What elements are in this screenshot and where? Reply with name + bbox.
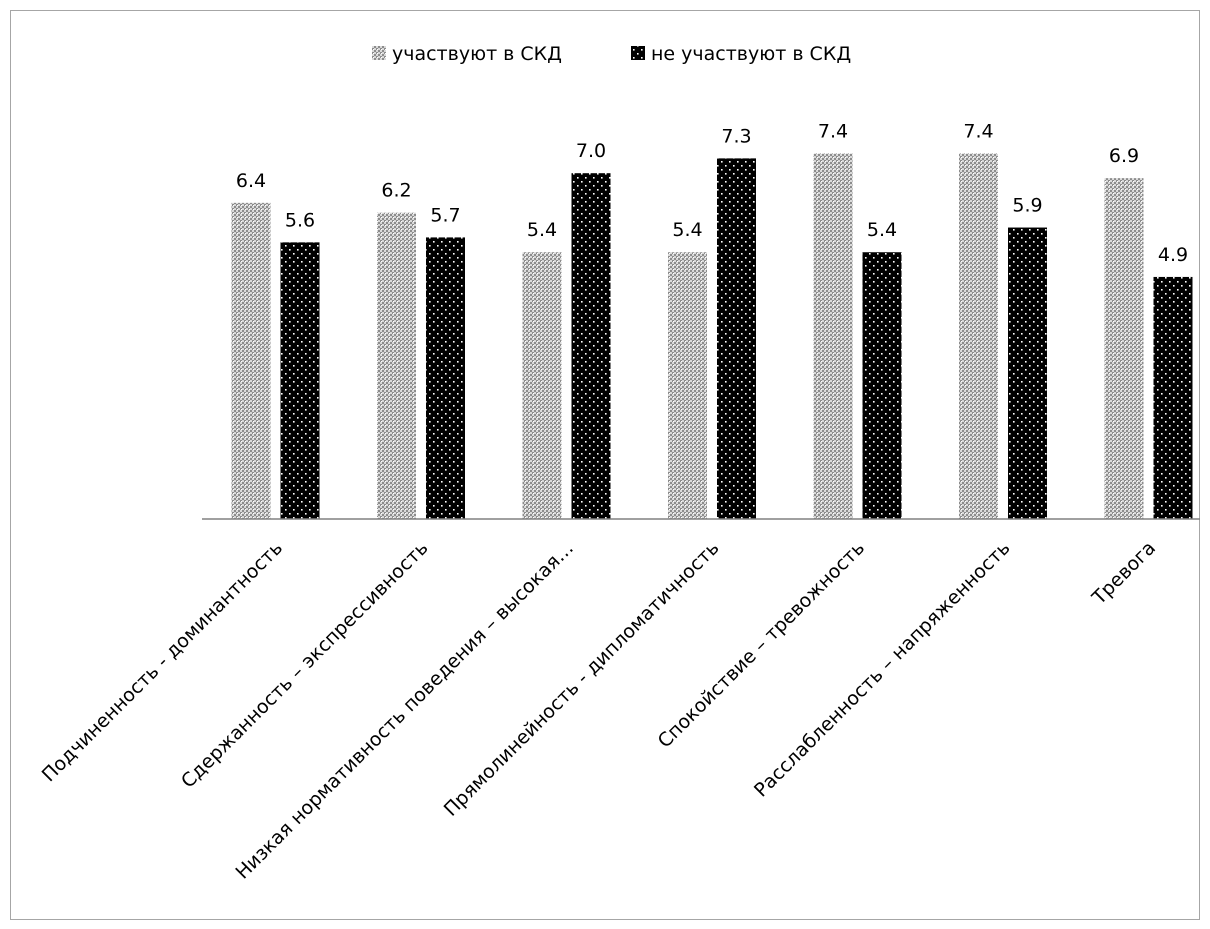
- bar-not-participate-4: [862, 252, 902, 520]
- legend-label-not-participate: не участвуют в СКД: [651, 43, 851, 65]
- category-label-2: Низкая нормативность поведения – высокая…: [231, 537, 578, 884]
- value-label-participate-3: 5.4: [672, 219, 702, 241]
- bar-participate-5: [959, 153, 998, 519]
- legend-swatch-participate: [372, 46, 386, 60]
- value-label-not-participate-2: 7.0: [576, 140, 606, 162]
- bar-not-participate-6: [1153, 276, 1193, 519]
- bar-not-participate-5: [1008, 227, 1047, 520]
- value-label-participate-4: 7.4: [818, 120, 848, 142]
- bar-not-participate-1: [426, 237, 465, 520]
- category-label-3: Прямолинейность - дипломатичность: [440, 537, 724, 821]
- bar-participate-3: [668, 252, 707, 520]
- category-label-6: Тревога: [1087, 537, 1160, 610]
- legend-label-participate: участвуют в СКД: [392, 43, 562, 65]
- bars-group: [231, 153, 1193, 520]
- value-label-participate-0: 6.4: [236, 170, 266, 192]
- category-label-0: Подчиненность - доминантность: [38, 537, 287, 786]
- bar-not-participate-0: [280, 242, 320, 520]
- value-labels-group: 6.4 5.6 6.2 5.7 5.4 7.0 5.4 7.3 7.4 5.4 7.4 5.9 6.9 4…: [236, 120, 1188, 266]
- value-label-participate-2: 5.4: [527, 219, 557, 241]
- bar-not-participate-2: [571, 173, 611, 519]
- bar-participate-1: [377, 212, 416, 519]
- bar-participate-4: [813, 153, 853, 519]
- value-label-not-participate-3: 7.3: [721, 125, 751, 147]
- value-label-not-participate-1: 5.7: [430, 204, 460, 226]
- category-labels-group: Подчиненность - доминантностьСдержанност…: [38, 537, 1160, 884]
- value-label-participate-1: 6.2: [381, 180, 411, 202]
- bar-participate-2: [522, 252, 562, 520]
- value-label-participate-5: 7.4: [963, 120, 993, 142]
- bar-participate-0: [231, 202, 271, 519]
- bar-not-participate-3: [717, 158, 756, 519]
- value-label-not-participate-0: 5.6: [285, 209, 315, 231]
- bar-participate-6: [1104, 178, 1144, 519]
- category-label-5: Расслабленность – напряженность: [750, 537, 1015, 802]
- value-label-participate-6: 6.9: [1109, 145, 1139, 167]
- value-label-not-participate-5: 5.9: [1012, 195, 1042, 217]
- value-label-not-participate-4: 5.4: [867, 219, 897, 241]
- value-label-not-participate-6: 4.9: [1158, 244, 1188, 266]
- legend-swatch-not-participate: [631, 46, 645, 60]
- category-label-1: Сдержанность – экспрессивность: [177, 537, 433, 793]
- legend: участвуют в СКД не участвуют в СКД: [372, 43, 851, 65]
